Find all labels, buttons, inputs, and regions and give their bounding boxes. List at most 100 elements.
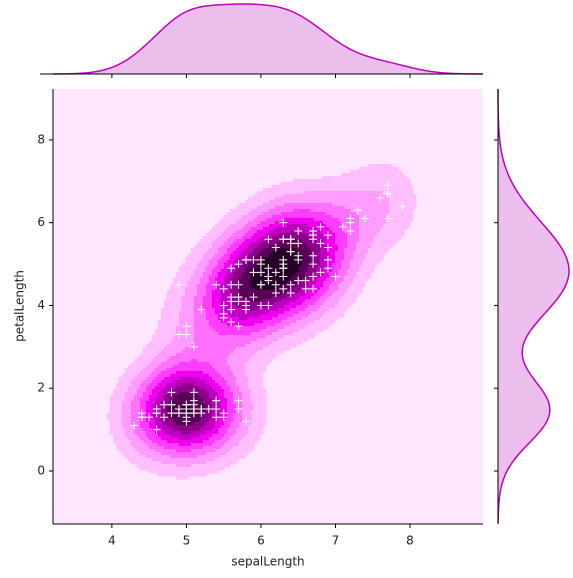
density-cell <box>248 254 258 258</box>
density-cell <box>143 380 153 384</box>
density-cell <box>272 185 414 189</box>
density-cell <box>167 344 192 348</box>
density-cell <box>164 305 183 309</box>
density-cell <box>347 236 360 240</box>
density-cell <box>131 419 141 423</box>
density-cell <box>242 272 252 276</box>
density-cell <box>158 473 207 477</box>
density-cell <box>170 434 201 438</box>
density-cell <box>233 233 246 237</box>
density-cell <box>299 290 309 294</box>
scatter-point <box>383 214 392 223</box>
density-cell <box>236 410 243 414</box>
density-cell <box>224 434 234 438</box>
density-cell <box>323 176 408 180</box>
density-cell <box>284 311 300 315</box>
density-cell <box>125 395 135 399</box>
x-axis-label: sepalLength <box>231 555 304 569</box>
density-cell <box>194 323 210 327</box>
density-cell <box>215 254 225 258</box>
density-cell <box>332 266 342 270</box>
density-cell <box>185 293 198 297</box>
density-cell <box>227 440 240 444</box>
density-cell <box>143 440 153 444</box>
density-cell <box>209 260 219 264</box>
density-cell <box>338 287 348 291</box>
density-cell <box>266 335 285 339</box>
density-cell <box>125 428 135 432</box>
density-cell <box>134 431 147 435</box>
density-cell <box>257 266 300 270</box>
x-tick-label: 5 <box>183 534 191 548</box>
density-cell <box>242 404 255 408</box>
density-cell <box>311 296 321 300</box>
density-cell <box>386 221 411 225</box>
density-cell <box>278 233 309 237</box>
density-cell <box>239 263 249 267</box>
density-cell <box>251 227 264 231</box>
scatter-point <box>234 260 243 269</box>
density-cell <box>338 218 360 222</box>
density-cell <box>242 236 252 240</box>
density-cell <box>323 284 330 288</box>
density-cell <box>173 281 189 285</box>
density-cell <box>206 293 213 297</box>
density-cell <box>230 293 240 297</box>
density-cell <box>161 317 180 321</box>
density-cell <box>137 434 147 438</box>
density-cell <box>242 410 252 414</box>
density-cell <box>215 380 228 384</box>
density-cell <box>164 395 174 399</box>
density-cell <box>221 455 246 459</box>
density-cell <box>116 386 129 390</box>
density-cell <box>230 314 261 318</box>
density-cell <box>146 431 156 435</box>
density-cell <box>236 404 243 408</box>
density-cell <box>236 269 246 273</box>
density-cell <box>134 398 141 402</box>
density-cell <box>209 248 219 252</box>
density-cell <box>353 257 366 261</box>
density-cell <box>206 311 216 315</box>
density-cell <box>161 371 177 375</box>
density-cell <box>302 257 312 261</box>
scatter-point <box>234 280 243 289</box>
density-cell <box>110 419 123 423</box>
density-cell <box>344 227 360 231</box>
density-cell <box>296 284 306 288</box>
density-cell <box>218 251 228 255</box>
density-cell <box>332 263 342 267</box>
density-cell <box>269 200 390 204</box>
density-cell <box>230 281 240 285</box>
density-cell <box>227 227 243 231</box>
density-cell <box>212 434 225 438</box>
density-cell <box>263 299 282 303</box>
density-cell <box>374 236 402 240</box>
density-cell <box>224 422 231 426</box>
density-cell <box>236 431 249 435</box>
density-cell <box>275 206 345 210</box>
density-cell <box>194 320 210 324</box>
density-cell <box>293 293 306 297</box>
density-cell <box>356 275 372 279</box>
density-cell <box>233 374 246 378</box>
density-cell <box>116 383 132 387</box>
density-cell <box>341 173 405 177</box>
density-cell <box>194 422 207 426</box>
density-cell <box>167 440 204 444</box>
density-cell <box>314 302 324 306</box>
density-cell <box>155 431 165 435</box>
density-cell <box>236 230 249 234</box>
density-cell <box>323 272 330 276</box>
density-cell <box>314 293 324 297</box>
density-cell <box>320 251 330 255</box>
density-cell <box>149 383 159 387</box>
density-cell <box>257 206 276 210</box>
density-cell <box>167 413 204 417</box>
density-cell <box>146 389 153 393</box>
density-cell <box>158 443 180 447</box>
density-cell <box>239 287 255 291</box>
density-cell <box>182 305 195 309</box>
density-cell <box>131 401 141 405</box>
density-cell <box>212 305 225 309</box>
